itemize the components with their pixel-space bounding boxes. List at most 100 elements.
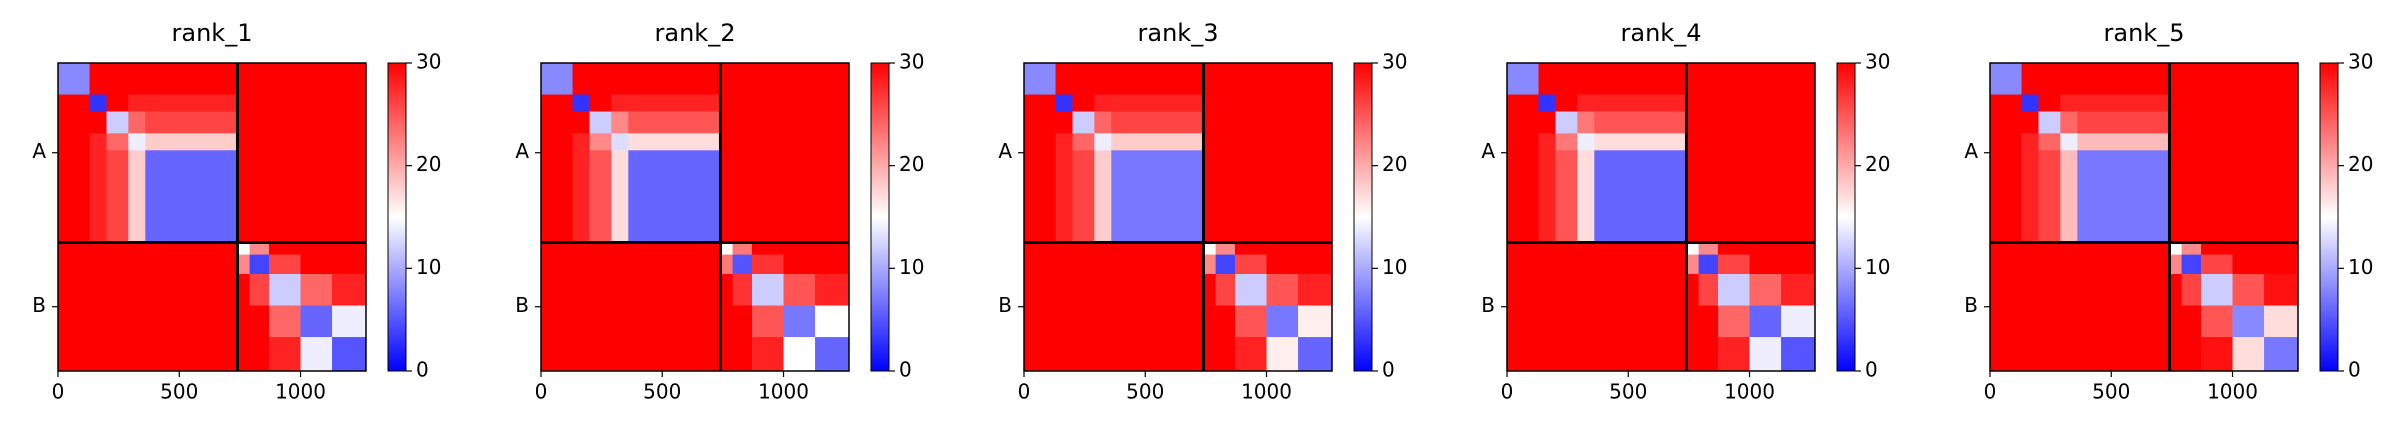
heatmap-cell (58, 305, 91, 338)
heatmap-cell (332, 150, 367, 243)
heatmap-cell (58, 63, 91, 96)
heatmap-cell (1577, 150, 1595, 243)
heatmap-cell (720, 305, 734, 338)
colorbar-tick-label: 0 (1865, 358, 1878, 382)
heatmap-cell (106, 63, 129, 96)
heatmap-cell (2200, 111, 2234, 134)
heatmap-cell (815, 242, 850, 256)
heatmap-cell (332, 305, 367, 338)
heatmap-cell (732, 273, 753, 307)
heatmap-cell (541, 133, 574, 151)
heatmap-cell (1538, 273, 1557, 307)
heatmap-cell (720, 150, 734, 243)
heatmap-cell (572, 305, 591, 338)
heatmap-cell (1555, 337, 1578, 372)
heatmap-cell (541, 94, 574, 113)
heatmap-cell (1215, 242, 1236, 256)
colorbar-tick-label: 20 (899, 152, 924, 176)
heatmap-cell (815, 254, 850, 275)
heatmap-cell (783, 63, 816, 96)
heatmap-cell (1203, 94, 1217, 113)
heatmap-cell (1698, 133, 1719, 151)
heatmap-cell (58, 337, 91, 372)
colorbar-tick-label: 20 (416, 152, 441, 176)
heatmap-cell (1072, 133, 1095, 151)
heatmap-cell (1215, 150, 1236, 243)
heatmap-cell (2169, 111, 2183, 134)
heatmap-cell (1024, 242, 1057, 256)
heatmap-cell (1024, 133, 1057, 151)
heatmap-cell (106, 254, 129, 275)
heatmap-cell (2232, 94, 2265, 113)
heatmap-cell (2038, 111, 2061, 134)
heatmap-cell (1594, 63, 1687, 96)
heatmap-cell (1577, 94, 1595, 113)
heatmap-cell (1577, 242, 1595, 256)
heatmap-cell (1698, 273, 1719, 307)
heatmap-cell (249, 242, 270, 256)
heatmap-cell (1717, 63, 1751, 96)
heatmap-cell (1577, 254, 1595, 275)
heatmap-cell (1055, 133, 1074, 151)
heatmap-cell (1781, 337, 1816, 372)
heatmap-cell (1577, 63, 1595, 96)
heatmap-cell (2181, 242, 2202, 256)
heatmap-cell (1055, 337, 1074, 372)
y-tick-label: A (998, 139, 1012, 163)
colorbar-tick-label: 0 (899, 358, 912, 382)
heatmap-cell (237, 150, 251, 243)
heatmap-cell (1215, 133, 1236, 151)
heatmap-cell (611, 273, 629, 307)
colorbar-tick-label: 10 (2348, 255, 2373, 279)
heatmap-cell (89, 111, 108, 134)
heatmap-cell (1781, 242, 1816, 256)
heatmap-cell (1717, 94, 1751, 113)
heatmap-cell (589, 242, 612, 256)
heatmap-cell (589, 94, 612, 113)
heatmap-cell (541, 63, 574, 96)
heatmap-cell (1749, 273, 1782, 307)
heatmap-cell (268, 337, 302, 372)
heatmap-cell (2021, 305, 2040, 338)
heatmap-cell (2021, 254, 2040, 275)
heatmap-cell (751, 63, 785, 96)
heatmap-cell (783, 273, 816, 307)
heatmap-cell (720, 254, 734, 275)
heatmap-cell (572, 242, 591, 256)
heatmap-cell (268, 94, 302, 113)
heatmap-cell (2038, 273, 2061, 307)
heatmap-cell (1234, 242, 1268, 256)
heatmap-cell (611, 111, 629, 134)
heatmap-cell (1555, 63, 1578, 96)
heatmap-cell (2169, 63, 2183, 96)
heatmap-cell (249, 337, 270, 372)
heatmap-cell (1094, 63, 1112, 96)
heatmap-cell (1698, 337, 1719, 372)
heatmap-cell (1094, 242, 1112, 256)
heatmap-cell (249, 133, 270, 151)
heatmap-cell (268, 273, 302, 307)
heatmap-cell (1203, 242, 1217, 256)
heatmap-cell (2232, 63, 2265, 96)
heatmap-cell (1507, 337, 1540, 372)
heatmap-cell (332, 94, 367, 113)
heatmap-cell (268, 133, 302, 151)
heatmap-cell (783, 150, 816, 243)
heatmap-cell (2181, 273, 2202, 307)
heatmap-cell (2181, 111, 2202, 134)
y-tick-label: A (1481, 139, 1495, 163)
colorbar-tick-label: 10 (416, 255, 441, 279)
heatmap-cell (1686, 133, 1700, 151)
heatmap-cell (541, 273, 574, 307)
heatmap-cell (1990, 94, 2023, 113)
heatmap-cell (2169, 337, 2183, 372)
heatmap-cell (2181, 94, 2202, 113)
colorbar-tick-label: 0 (1382, 358, 1395, 382)
heatmap-cell (268, 305, 302, 338)
colorbar-tick-label: 30 (416, 50, 441, 74)
heatmap-cell (1577, 273, 1595, 307)
heatmap-cell (1698, 305, 1719, 338)
heatmap-cell (237, 305, 251, 338)
heatmap-cell (783, 133, 816, 151)
heatmap-cell (145, 111, 238, 134)
